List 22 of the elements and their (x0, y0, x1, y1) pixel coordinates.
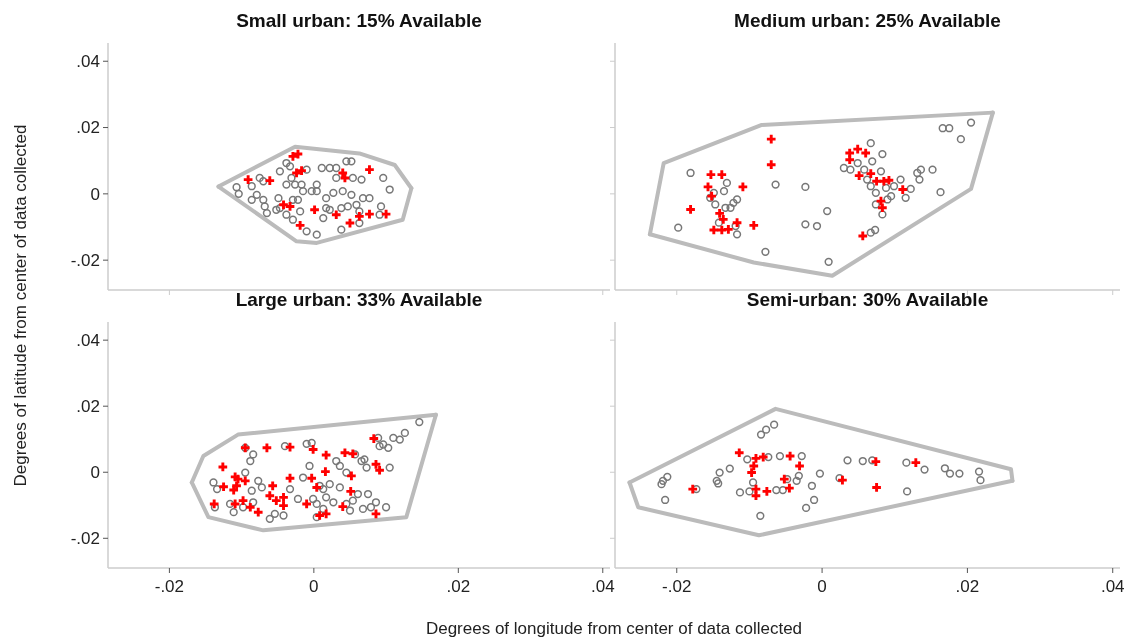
x-tick-label: .02 (446, 577, 471, 596)
x-tick-label: .04 (1100, 577, 1125, 596)
chart-title: Small urban: 15% Available (236, 10, 482, 31)
chart-title: Large urban: 33% Available (235, 289, 483, 310)
y-tick-label: .04 (76, 331, 100, 351)
chart-title: Medium urban: 25% Available (734, 10, 1001, 31)
y-tick-label: .02 (76, 397, 100, 417)
y-tick-label: .02 (76, 118, 100, 138)
x-tick-label: .04 (590, 577, 615, 596)
y-axis-title: Degrees of latitude from center of data collected (11, 124, 30, 487)
y-tick-label: 0 (90, 463, 100, 483)
x-tick-label: -.02 (154, 577, 185, 596)
x-tick-label: -.02 (662, 577, 692, 596)
y-tick-label: 0 (90, 184, 100, 204)
y-tick-label: .04 (76, 52, 100, 72)
x-tick-label: 0 (309, 577, 319, 596)
chart-title: Semi-urban: 30% Available (746, 289, 989, 310)
x-axis-title: Degrees of longitude from center of data collected (425, 619, 803, 638)
x-tick-label: .02 (955, 577, 980, 596)
y-tick-label: -.02 (70, 529, 100, 549)
x-tick-label: 0 (817, 577, 827, 596)
y-tick-label: -.02 (70, 251, 100, 271)
